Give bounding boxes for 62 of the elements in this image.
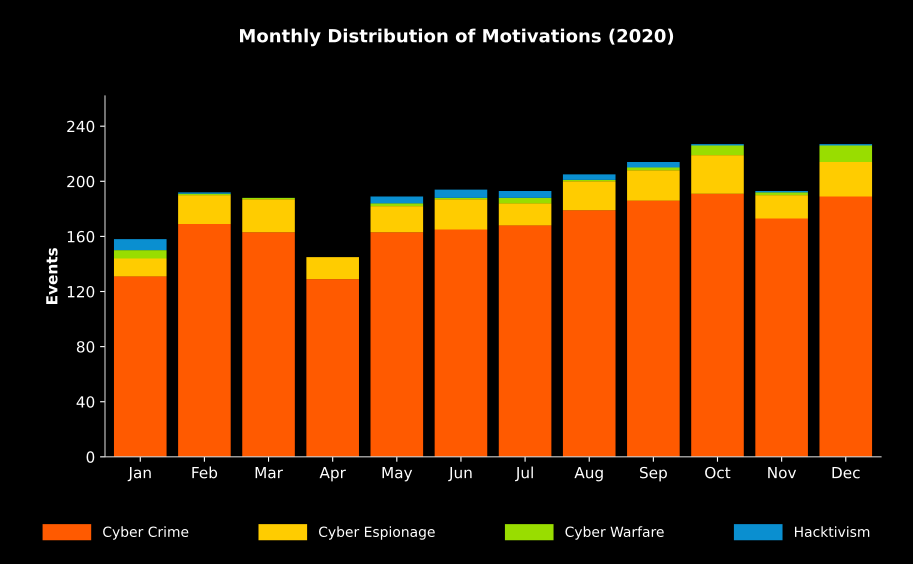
legend-label: Cyber Espionage xyxy=(318,526,435,540)
legend-label: Cyber Warfare xyxy=(565,526,664,540)
bar xyxy=(691,194,744,457)
bar xyxy=(755,218,808,457)
bar xyxy=(627,170,680,201)
bar xyxy=(819,145,872,162)
bar xyxy=(370,196,424,204)
bar xyxy=(370,203,424,206)
y-tick-label: 0 xyxy=(86,451,94,463)
y-axis-title: Events xyxy=(46,248,58,304)
y-tick-label: 160 xyxy=(68,230,94,242)
y-tick-label: 120 xyxy=(68,286,94,298)
y-tick-label: 40 xyxy=(76,396,94,408)
bar xyxy=(627,168,680,170)
x-tick-label: May xyxy=(382,467,412,482)
bar xyxy=(819,162,872,196)
x-tick-label: Sep xyxy=(640,466,667,482)
bar xyxy=(242,232,295,457)
bar xyxy=(114,239,167,250)
bar xyxy=(562,210,616,457)
x-tick-label: Jun xyxy=(448,467,472,482)
x-tick-label: Aug xyxy=(574,467,603,482)
bar xyxy=(114,258,167,276)
bar xyxy=(562,174,616,180)
bar xyxy=(306,279,359,457)
bar xyxy=(114,276,167,457)
x-tick-label: Mar xyxy=(256,467,283,478)
x-tick-label: Feb xyxy=(192,466,218,478)
x-tick-label: Apr xyxy=(320,467,346,482)
bar xyxy=(498,198,552,204)
x-tick-label: Oct xyxy=(705,466,730,478)
bar xyxy=(242,199,295,232)
bar xyxy=(178,195,231,224)
bar xyxy=(498,203,552,226)
bar xyxy=(691,145,744,156)
x-tick-label: Nov xyxy=(768,467,796,478)
bar xyxy=(691,155,744,194)
bar xyxy=(306,257,359,280)
bar xyxy=(627,162,680,168)
legend-label: Hacktivism xyxy=(795,526,870,538)
legend-label: Cyber Crime xyxy=(103,526,188,540)
bar xyxy=(178,224,231,457)
x-tick-label: Dec xyxy=(832,467,860,478)
y-tick-label: 200 xyxy=(67,176,94,188)
x-tick-label: Jul xyxy=(515,466,533,482)
x-tick-label: Jan xyxy=(128,467,151,482)
bar xyxy=(755,192,808,196)
y-tick-label: 80 xyxy=(76,341,94,353)
bar xyxy=(370,206,424,232)
bar xyxy=(562,181,616,210)
bar xyxy=(627,200,680,457)
chart-title: Monthly Distribution of Motivations (2020) xyxy=(240,28,674,46)
bar xyxy=(819,196,872,457)
bar xyxy=(434,230,488,457)
bar xyxy=(370,232,424,457)
bar xyxy=(498,190,552,198)
bar xyxy=(114,250,167,258)
bar xyxy=(434,190,488,198)
y-tick-label: 240 xyxy=(67,120,94,132)
bar xyxy=(755,195,808,218)
bar xyxy=(434,199,488,230)
bar xyxy=(498,225,552,457)
